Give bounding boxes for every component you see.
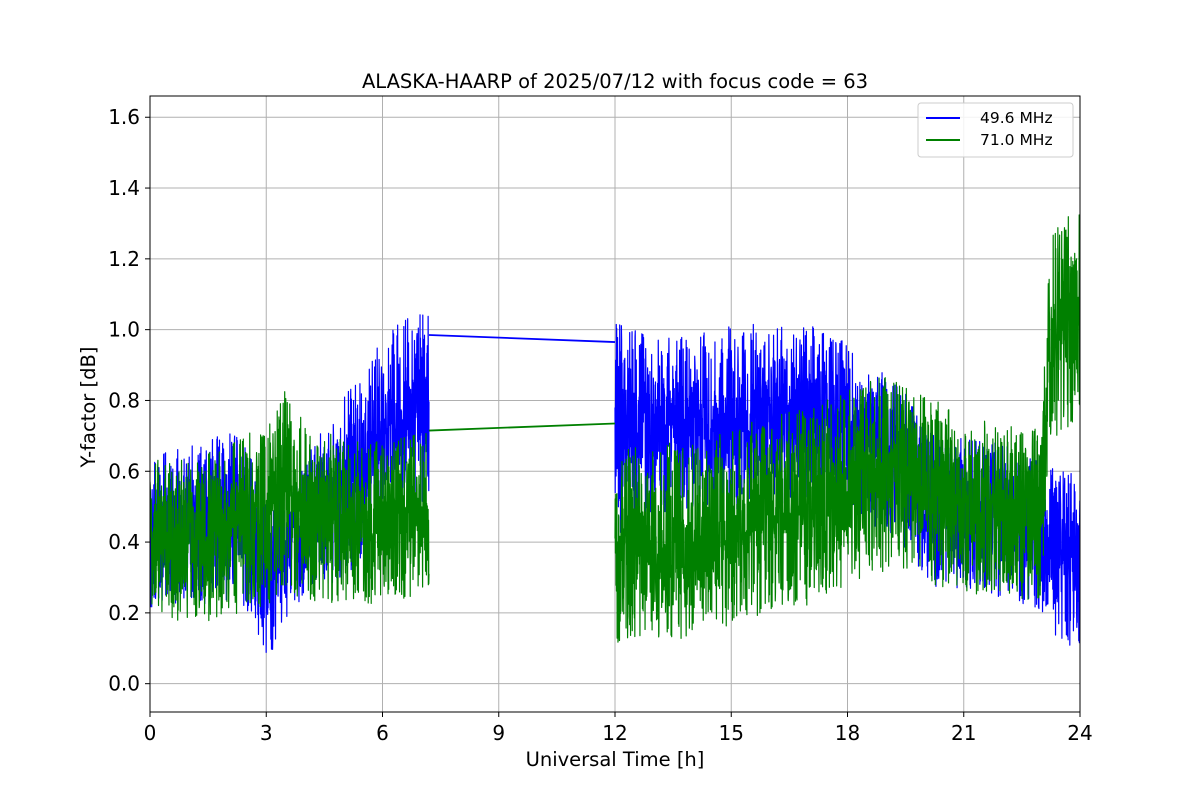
y-tick-label: 1.0 [108,318,140,342]
y-tick-label: 1.6 [108,105,140,129]
x-tick-label: 12 [602,721,627,745]
series-gap-bridge-2 [428,422,616,432]
legend-label-1: 49.6 MHz [980,109,1053,127]
y-tick-label: 0.2 [108,601,140,625]
series-line-2-segment-2 [614,214,1080,643]
legend-box [917,102,1074,158]
y-tick-label: 1.2 [108,247,140,271]
legend: 49.6 MHz 71.0 MHz [917,102,1074,158]
y-axis-label: Y-factor [dB] [77,347,100,469]
series-gap-bridge-1 [428,334,616,343]
y-tick-label: 1.4 [108,176,140,200]
x-tick-label: 15 [719,721,744,745]
chart-title: ALASKA-HAARP of 2025/07/12 with focus co… [362,70,868,93]
x-tick-label: 0 [144,721,157,745]
x-tick-label: 21 [951,721,976,745]
x-tick-label: 24 [1067,721,1092,745]
x-axis-label: Universal Time [h] [526,748,705,771]
legend-label-2: 71.0 MHz [980,131,1053,149]
series-line-2-segment-1 [150,391,430,622]
y-tick-label: 0.4 [108,530,140,554]
x-tick-label: 3 [260,721,273,745]
x-tick-label: 9 [492,721,505,745]
y-tick-label: 0.6 [108,459,140,483]
x-tick-label: 6 [376,721,389,745]
y-tick-label: 0.8 [108,388,140,412]
series-layer [150,214,1080,653]
ticks: 0 3 6 9 12 15 18 21 24 0.0 0.2 0.4 0.6 0.8 1.0 1.2 1.4 1.… [108,105,1093,745]
x-tick-label: 18 [835,721,860,745]
y-tick-label: 0.0 [108,672,140,696]
